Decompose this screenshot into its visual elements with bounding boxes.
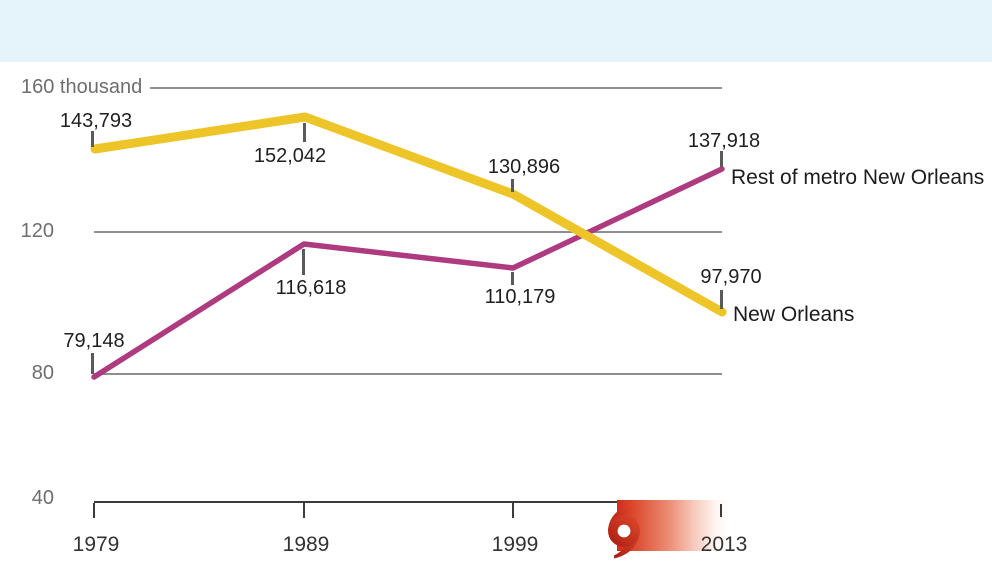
data-label-no-2013: 97,970: [700, 266, 762, 288]
x-tick-2013: [720, 504, 722, 517]
data-label-no-1989: 152,042: [253, 145, 327, 167]
y-axis-label-120: 120: [20, 220, 54, 242]
tick-130896: [511, 179, 514, 192]
y-axis-label-160-thousand: 160 thousand: [21, 76, 143, 98]
y-axis-label-80: 80: [31, 362, 54, 384]
tick-137918: [720, 151, 723, 167]
header-band: [0, 0, 992, 62]
data-label-rm-2013: 137,918: [687, 130, 761, 152]
gridline-80: [94, 373, 722, 375]
x-label-2013: 2013: [700, 533, 748, 556]
gridline-120: [94, 231, 722, 233]
new-orleans-line: [90, 112, 727, 317]
gridline-160: [150, 87, 722, 89]
y-axis-label-40: 40: [31, 487, 54, 509]
hurricane-icon: [608, 503, 640, 559]
tick-79148: [91, 353, 94, 374]
series-label-rest-of-metro: Rest of metro New Orleans: [731, 166, 985, 189]
tick-143793: [91, 131, 94, 147]
data-label-no-1999: 130,896: [487, 156, 561, 178]
x-tick-1979: [93, 503, 95, 518]
x-axis-line: [94, 501, 722, 503]
data-label-rm-1979: 79,148: [63, 330, 125, 352]
x-label-1999: 1999: [491, 533, 539, 556]
rest-of-metro-line: [91, 166, 725, 380]
x-label-1979: 1979: [72, 533, 120, 556]
tick-116618: [302, 249, 305, 275]
series-label-new-orleans: New Orleans: [733, 303, 855, 326]
tick-97970: [720, 290, 723, 309]
tick-110179: [511, 272, 514, 285]
x-tick-1989: [303, 503, 305, 518]
data-label-rm-1999: 110,179: [484, 286, 556, 308]
tick-152042: [303, 123, 306, 142]
x-tick-1999: [512, 503, 514, 518]
data-label-no-1979: 143,793: [59, 110, 133, 132]
x-label-1989: 1989: [282, 533, 330, 556]
data-label-rm-1989: 116,618: [275, 277, 347, 299]
